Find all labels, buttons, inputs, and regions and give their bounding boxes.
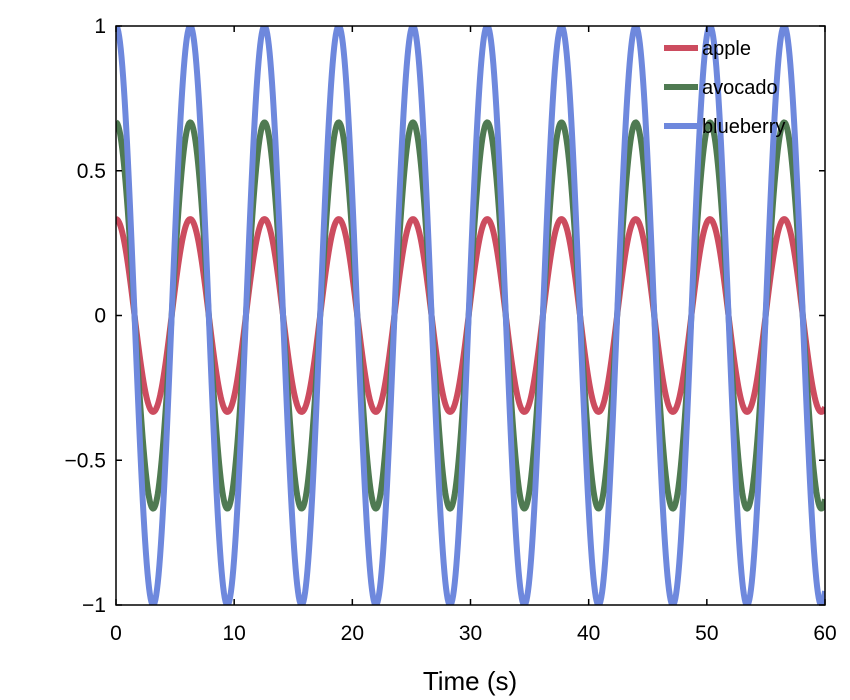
x-tick-label: 40 xyxy=(577,622,600,645)
y-tick-labels: −1 −0.5 0 0.5 1 xyxy=(65,15,106,617)
series-line-blueberry xyxy=(116,26,825,605)
x-tick-label: 10 xyxy=(222,622,245,645)
x-tick-label: 0 xyxy=(110,622,122,645)
y-tick-label: 0.5 xyxy=(77,160,106,183)
ticks-layer xyxy=(115,25,826,606)
x-tick-label: 50 xyxy=(695,622,718,645)
legend-label-blueberry: blueberry xyxy=(702,116,785,138)
y-tick-label: −1 xyxy=(82,594,106,617)
legend: apple avocado blueberry xyxy=(664,38,785,138)
legend-label-avocado: avocado xyxy=(702,77,778,99)
x-tick-label: 20 xyxy=(341,622,364,645)
x-tick-label: 60 xyxy=(813,622,836,645)
series-layer xyxy=(116,26,825,605)
x-tick-label: 30 xyxy=(459,622,482,645)
x-tick-labels: 0 10 20 30 40 50 60 xyxy=(110,622,837,645)
legend-label-apple: apple xyxy=(702,38,751,60)
y-tick-label: 0 xyxy=(94,305,106,328)
y-tick-label: 1 xyxy=(94,15,106,38)
x-axis-label: Time (s) xyxy=(423,666,517,696)
y-tick-label: −0.5 xyxy=(65,449,106,472)
